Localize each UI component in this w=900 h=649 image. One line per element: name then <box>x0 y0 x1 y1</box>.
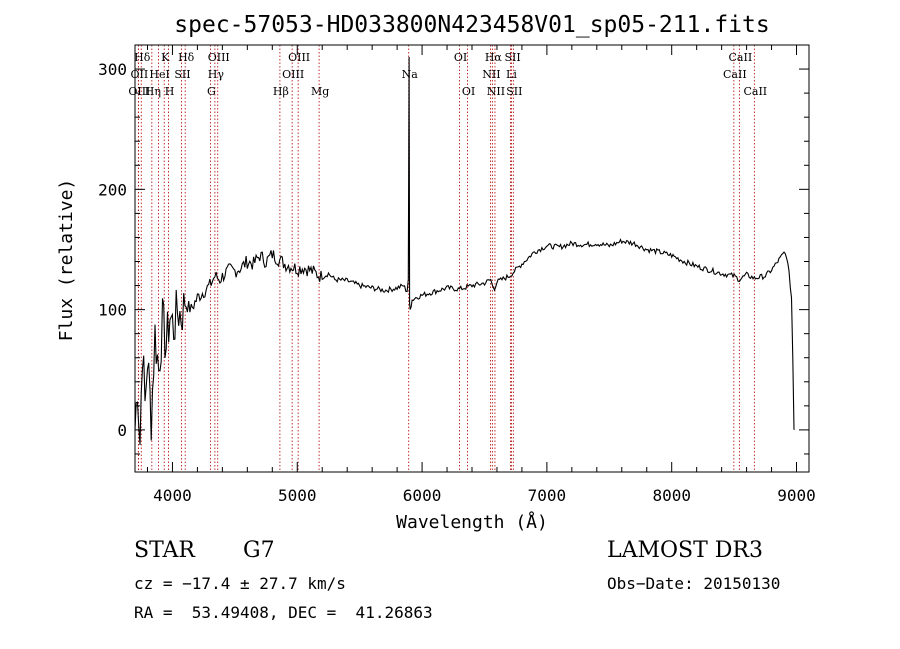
x-axis-label: Wavelength (Å) <box>396 511 548 533</box>
y-tick-label: 0 <box>117 421 127 440</box>
x-tick-label: 9000 <box>777 486 816 505</box>
line-label: H <box>165 85 175 98</box>
line-label: OI <box>462 85 475 98</box>
line-label: Hα <box>485 51 503 64</box>
line-label: HeI <box>149 68 169 81</box>
chart-title: spec-57053-HD033800N423458V01_sp05-211.f… <box>174 12 769 38</box>
x-tick-label: 4000 <box>153 486 192 505</box>
object-class: STAR <box>134 538 195 563</box>
line-label: OIII <box>288 51 310 64</box>
line-label: Hδ <box>178 51 195 64</box>
emission-lines <box>137 45 755 472</box>
object-subclass: G7 <box>243 538 275 563</box>
line-labels: Hδ OII OIII K HeI Hη Hδ SII H OIII Hγ G OIII OIII Hβ Mg… <box>128 51 767 98</box>
line-label: SII <box>174 68 190 81</box>
x-tick-label: 6000 <box>403 486 442 505</box>
line-label: SII <box>504 51 520 64</box>
x-tick-label: 5000 <box>278 486 317 505</box>
y-tick-label: 100 <box>98 301 127 320</box>
line-label: OI <box>454 51 467 64</box>
line-label: CaII <box>743 85 767 98</box>
line-label: Hβ <box>273 85 289 98</box>
line-label: Na <box>402 68 419 81</box>
plot-frame <box>134 44 810 473</box>
line-label: CaII <box>729 51 753 64</box>
line-label: OII <box>131 68 149 81</box>
x-tick-label: 7000 <box>528 486 567 505</box>
line-label: OIII <box>128 85 150 98</box>
line-label: NII <box>487 85 505 98</box>
y-tick-label: 200 <box>98 180 127 199</box>
line-label: Hη <box>145 85 161 98</box>
spectrum-line <box>134 56 795 445</box>
x-tick-label: 8000 <box>652 486 691 505</box>
line-label: K <box>161 51 170 64</box>
coordinates: RA = 53.49408, DEC = 41.26863 <box>134 603 433 622</box>
line-label: Hδ <box>134 51 151 64</box>
line-label: SII <box>506 85 522 98</box>
line-label: Mg <box>311 85 329 98</box>
line-label: Li <box>506 68 517 81</box>
y-axis-label: Flux (relative) <box>56 179 77 342</box>
axes: 4000 5000 6000 7000 8000 9000 0 100 200 300 <box>98 44 816 505</box>
line-label: NII <box>482 68 500 81</box>
survey-name: LAMOST DR3 <box>607 538 763 563</box>
obs-date: Obs−Date: 20150130 <box>607 574 781 593</box>
line-label: Hγ <box>208 68 225 81</box>
y-tick-label: 300 <box>98 60 127 79</box>
line-label: CaII <box>723 68 747 81</box>
line-label: OIII <box>208 51 230 64</box>
line-label: OIII <box>282 68 304 81</box>
redshift-cz: cz = −17.4 ± 27.7 km/s <box>134 574 346 593</box>
line-label: G <box>207 85 216 98</box>
